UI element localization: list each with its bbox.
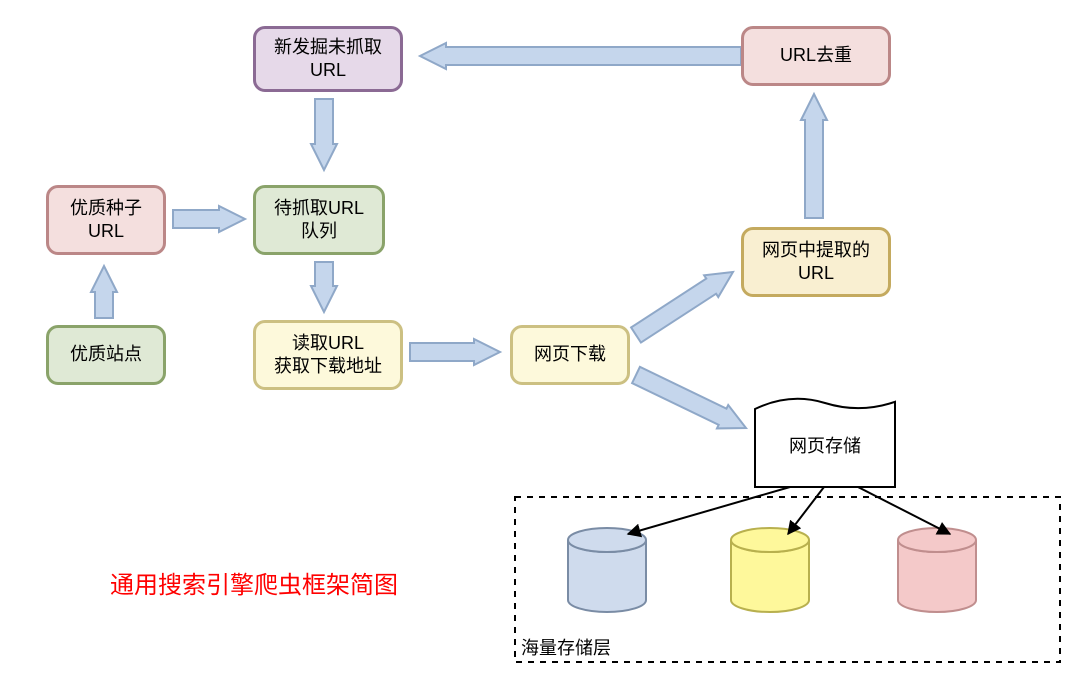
thin-arrow-2 [858,487,950,534]
arrow-new-to-queue [311,99,337,170]
arrow-download-to-storage [632,367,746,429]
diagram-caption: 通用搜索引擎爬虫框架简图 [110,565,398,600]
node-site: 优质站点 [46,325,166,385]
node-extracted_url: 网页中提取的 URL [741,227,891,297]
arrow-extract-to-dedup [801,94,827,218]
arrow-seed-to-queue [173,206,245,232]
arrow-read-to-download [410,339,500,365]
svg-text:网页存储: 网页存储 [789,436,861,456]
node-seed_url: 优质种子 URL [46,185,166,255]
node-download: 网页下载 [510,325,630,385]
node-new_urls: 新发掘未抓取 URL [253,26,403,92]
arrow-queue-to-read [311,262,337,312]
arrow-site-to-seed [91,266,117,318]
node-url_dedup: URL去重 [741,26,891,86]
arrow-download-to-extract [631,272,733,343]
thin-arrow-1 [788,487,824,534]
node-queue: 待抓取URL 队列 [253,185,385,255]
arrow-dedup-to-new [420,43,741,69]
node-read_url: 读取URL 获取下载地址 [253,320,403,390]
storage-layer-label: 海量存储层 [521,634,611,660]
thin-arrow-0 [628,487,790,534]
